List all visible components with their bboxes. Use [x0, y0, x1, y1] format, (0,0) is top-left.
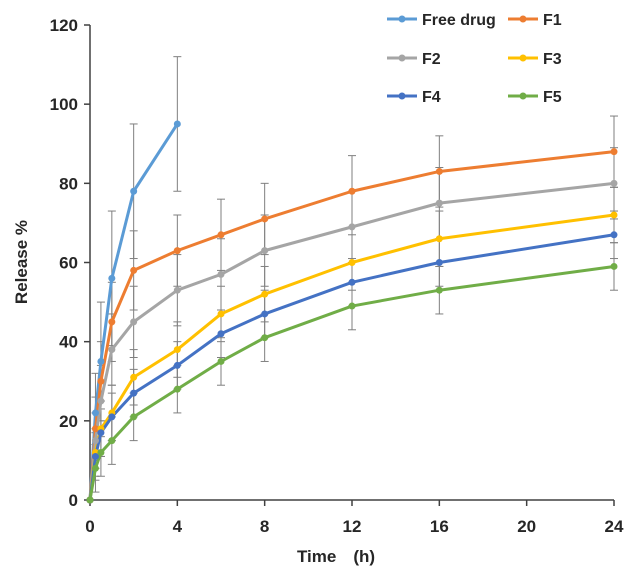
point-f1: [130, 266, 138, 274]
point-f5: [91, 464, 99, 472]
point-f4: [435, 259, 443, 266]
point-f5: [348, 302, 356, 310]
point-f4: [610, 231, 618, 239]
point-f3: [173, 346, 181, 354]
point-free-drug: [97, 357, 105, 365]
ticks: 0 20 40 60 80 100 120 0 4 8 12 16 20 24: [50, 16, 624, 536]
point-f4: [173, 361, 181, 369]
point-f3: [610, 211, 618, 219]
point-f2: [435, 199, 443, 207]
point-free-drug: [173, 120, 181, 128]
series-points: [86, 120, 618, 504]
point-f3: [130, 373, 138, 381]
point-f2: [173, 286, 181, 294]
point-f3: [435, 235, 443, 243]
point-f5: [173, 385, 181, 393]
legend-label-f2: F2: [422, 51, 441, 68]
y-tick-label: 0: [69, 491, 78, 510]
point-f4: [217, 330, 225, 338]
point-f2: [261, 247, 269, 255]
x-tick-label: 16: [430, 517, 449, 536]
legend-label-f3: F3: [543, 51, 562, 68]
legend-label-f1: F1: [543, 12, 562, 29]
legend-marker-f3: [519, 54, 527, 62]
x-tick-label: 8: [260, 517, 269, 536]
point-f1: [91, 425, 99, 433]
point-f4: [348, 278, 356, 286]
point-f1: [261, 215, 269, 223]
y-axis-title: Release %: [12, 220, 31, 304]
x-tick-label: 20: [517, 517, 536, 536]
point-f1: [173, 247, 181, 255]
point-f5: [130, 413, 138, 421]
legend-marker-free-drug: [398, 15, 406, 23]
legend-marker-f4: [398, 92, 406, 100]
error-bars: [91, 56, 618, 493]
point-f2: [348, 223, 356, 231]
point-f5: [610, 262, 618, 270]
point-f1: [108, 318, 116, 326]
point-f1: [610, 148, 618, 156]
legend: Free drug F1 F2 F3 F4 F5: [387, 12, 562, 106]
y-tick-label: 120: [50, 16, 78, 35]
point-f3: [261, 290, 269, 298]
y-tick-label: 60: [59, 254, 78, 273]
x-tick-label: 4: [173, 517, 183, 536]
point-free-drug: [108, 274, 116, 282]
x-tick-label: 0: [85, 517, 94, 536]
y-tick-label: 80: [59, 174, 78, 193]
point-f4: [97, 429, 105, 437]
point-f4: [261, 310, 269, 318]
legend-marker-f2: [398, 54, 406, 62]
point-f1: [97, 377, 105, 385]
point-f3: [217, 310, 225, 318]
legend-label-f4: F4: [422, 89, 441, 106]
point-f2: [108, 346, 116, 354]
y-tick-label: 20: [59, 412, 78, 431]
y-tick-label: 100: [50, 95, 78, 114]
point-f5: [261, 334, 269, 342]
y-tick-label: 40: [59, 333, 78, 352]
point-f1: [348, 187, 356, 195]
point-f5: [108, 437, 116, 445]
x-tick-label: 12: [343, 517, 362, 536]
point-f3: [348, 259, 356, 266]
point-f1: [217, 231, 225, 239]
legend-label-f5: F5: [543, 89, 562, 106]
legend-marker-f5: [519, 92, 527, 100]
point-f1: [435, 167, 443, 175]
point-f2: [217, 270, 225, 278]
point-f5: [86, 496, 94, 504]
point-f4: [91, 452, 99, 460]
point-f2: [97, 397, 105, 405]
x-axis-title: Time (h): [297, 547, 375, 566]
point-f2: [91, 437, 99, 445]
point-f4: [130, 389, 138, 397]
point-f5: [217, 357, 225, 365]
point-f5: [97, 449, 105, 456]
legend-marker-f1: [519, 15, 527, 23]
legend-label-free-drug: Free drug: [422, 12, 496, 29]
point-free-drug: [91, 409, 99, 417]
point-f4: [108, 413, 116, 421]
point-f2: [130, 318, 138, 326]
point-f5: [435, 286, 443, 294]
x-tick-label: 24: [605, 517, 624, 536]
point-free-drug: [130, 187, 138, 195]
point-f2: [610, 179, 618, 187]
